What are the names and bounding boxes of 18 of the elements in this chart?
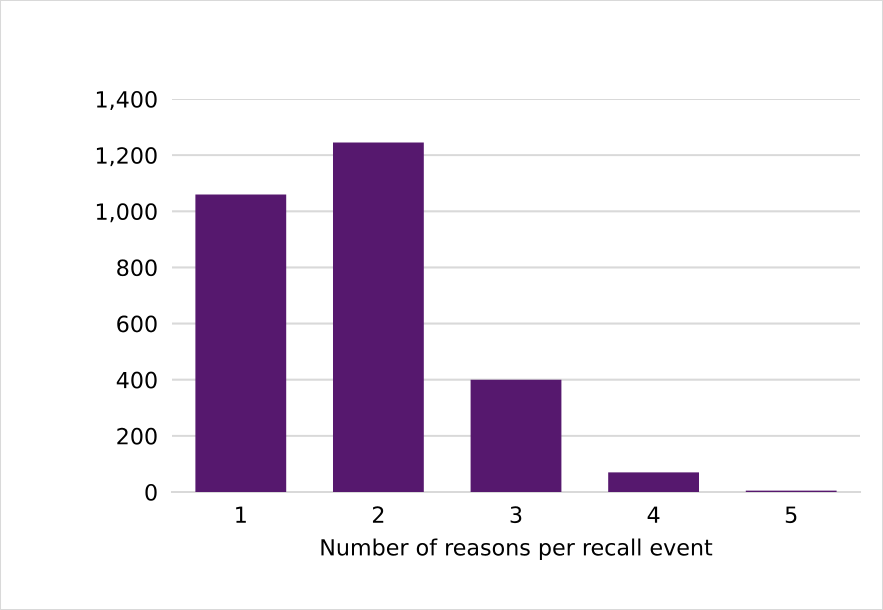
y-tick-label: 400 xyxy=(116,372,157,388)
x-tick-label: 5 xyxy=(786,506,796,524)
y-tick-label: 0 xyxy=(145,484,157,501)
bar xyxy=(195,194,286,492)
bar xyxy=(470,380,562,492)
x-tick-label: 3 xyxy=(510,506,522,524)
y-tick-label: 1,200 xyxy=(96,147,157,166)
bar xyxy=(608,472,700,492)
y-tick-label: 1,400 xyxy=(96,90,157,110)
x-tick-label: 1 xyxy=(236,506,246,523)
bar xyxy=(332,142,424,492)
y-tick-label: 1,000 xyxy=(96,203,157,222)
y-tick-label: 600 xyxy=(117,316,157,332)
y-tick-label: 200 xyxy=(117,428,157,445)
x-tick-label: 2 xyxy=(372,506,384,523)
y-tick-label: 800 xyxy=(117,259,157,276)
x-tick-label: 4 xyxy=(648,506,660,523)
x-axis-title: Number of reasons per recall event xyxy=(321,538,712,560)
